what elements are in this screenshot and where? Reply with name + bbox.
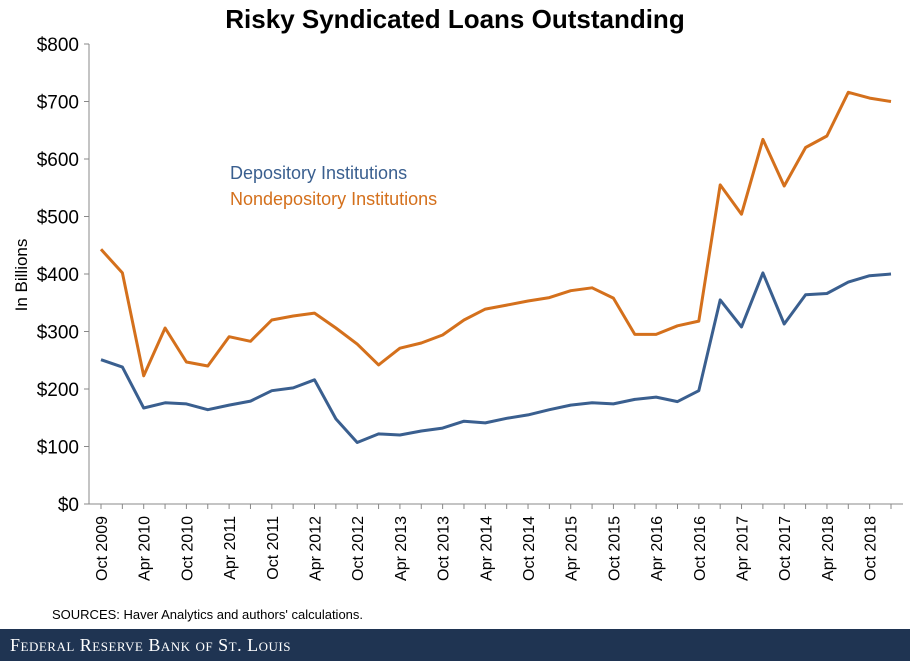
- x-tick-label: Oct 2018: [863, 516, 880, 581]
- tick-labels: $0 $100 $200 $300 $400 $500 $600 $700 $800 Oct 20…: [37, 35, 880, 581]
- x-tick-label: Apr 2018: [820, 516, 837, 581]
- y-tick-label: $600: [37, 150, 79, 171]
- x-tick-label: Apr 2013: [393, 516, 410, 581]
- y-tick-label: $500: [37, 208, 79, 229]
- x-tick-label: Apr 2010: [137, 516, 154, 581]
- x-tick-label: Apr 2012: [308, 516, 325, 581]
- x-tick-label: Oct 2011: [265, 516, 282, 580]
- x-tick-label: Oct 2017: [777, 516, 794, 581]
- y-tick-label: $100: [37, 438, 79, 459]
- x-tick-label: Oct 2016: [692, 516, 709, 581]
- series-line-depository-institutions: [100, 271, 892, 444]
- y-tick-label: $700: [37, 93, 79, 114]
- line-chart: $0 $100 $200 $300 $400 $500 $600 $700 $800 Oct 20…: [12, 35, 903, 581]
- legend: Depository Institutions Nondepository Ins…: [230, 163, 437, 209]
- legend-entry: Depository Institutions: [230, 163, 407, 183]
- x-tick-label: Oct 2009: [94, 516, 111, 581]
- y-tick-label: $400: [37, 265, 79, 286]
- x-tick-label: Apr 2015: [564, 516, 581, 581]
- x-tick-label: Apr 2014: [478, 516, 495, 581]
- footer-brand: Federal Reserve Bank of St. Louis: [10, 635, 291, 655]
- x-tick-label: Apr 2016: [649, 516, 666, 581]
- x-tick-label: Oct 2013: [436, 516, 453, 581]
- y-tick-label: $200: [37, 380, 79, 401]
- series-line-nondepository-institutions: [99, 90, 892, 378]
- footer-bar: Federal Reserve Bank of St. Louis: [0, 629, 910, 661]
- series-layer: [99, 90, 892, 444]
- x-tick-label: Apr 2017: [735, 516, 752, 581]
- x-tick-label: Oct 2012: [350, 516, 367, 581]
- legend-entry: Nondepository Institutions: [230, 189, 437, 209]
- x-tick-label: Apr 2011: [222, 516, 239, 580]
- y-tick-label: $300: [37, 323, 79, 344]
- chart-title: Risky Syndicated Loans Outstanding: [225, 4, 685, 34]
- chart-axes: [84, 43, 903, 509]
- x-tick-label: Oct 2010: [179, 516, 196, 581]
- y-tick-label: $800: [37, 35, 79, 56]
- x-tick-label: Oct 2015: [606, 516, 623, 581]
- y-axis-label: In Billions: [12, 239, 31, 312]
- y-tick-label: $0: [58, 495, 79, 516]
- source-note: SOURCES: Haver Analytics and authors' ca…: [52, 607, 364, 622]
- x-tick-label: Oct 2014: [521, 516, 538, 581]
